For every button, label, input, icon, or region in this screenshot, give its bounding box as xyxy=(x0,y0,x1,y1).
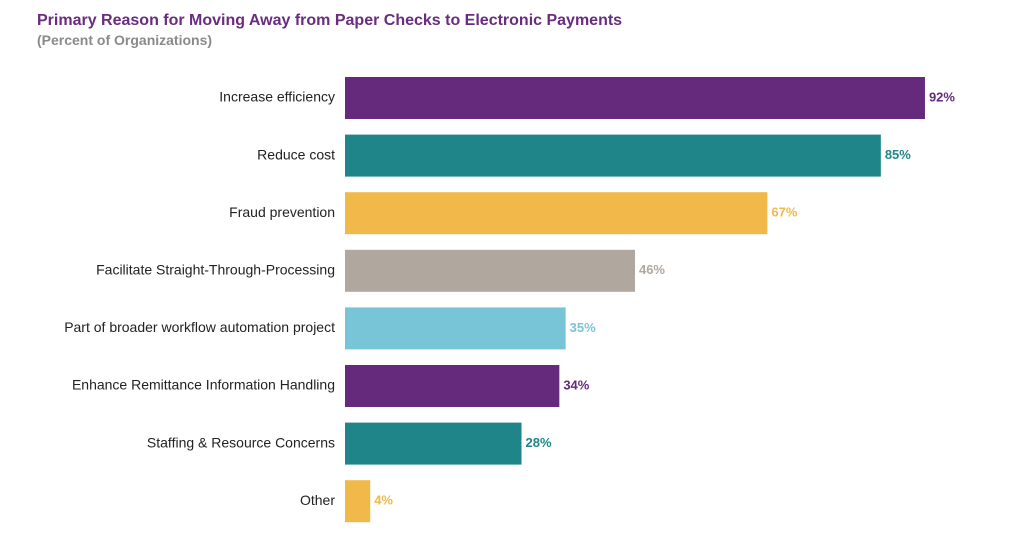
category-label: Part of broader workflow automation proj… xyxy=(64,319,335,335)
bar xyxy=(345,192,768,235)
category-label: Other xyxy=(300,492,335,508)
category-label: Increase efficiency xyxy=(219,89,335,105)
value-label: 67% xyxy=(771,205,797,220)
category-label: Reduce cost xyxy=(257,146,335,162)
bar xyxy=(345,307,566,350)
bar xyxy=(345,249,635,292)
bar xyxy=(345,365,560,407)
value-label: 4% xyxy=(374,493,393,508)
value-label: 92% xyxy=(929,89,955,104)
category-label: Fraud prevention xyxy=(229,204,335,220)
bar xyxy=(345,480,371,523)
category-label: Enhance Remittance Information Handling xyxy=(72,377,335,393)
bar xyxy=(345,77,925,119)
chart-title: Primary Reason for Moving Away from Pape… xyxy=(37,12,623,29)
value-label: 28% xyxy=(526,435,552,450)
value-label: 85% xyxy=(885,147,911,162)
bar xyxy=(345,134,881,177)
value-label: 34% xyxy=(563,377,589,392)
value-label: 46% xyxy=(639,262,665,277)
chart-subtitle: (Percent of Organizations) xyxy=(37,32,213,48)
category-label: Facilitate Straight-Through-Processing xyxy=(96,262,335,278)
bar xyxy=(345,422,522,465)
value-label: 35% xyxy=(570,320,596,335)
category-label: Staffing & Resource Concerns xyxy=(147,434,335,450)
